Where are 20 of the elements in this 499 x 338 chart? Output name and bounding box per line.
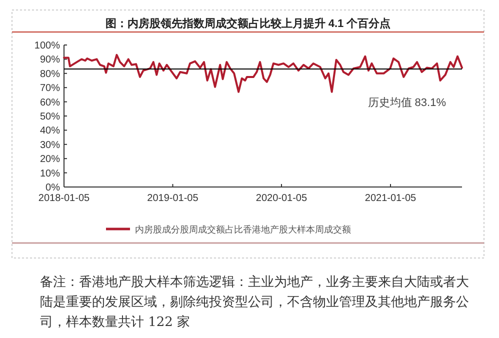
line-series: [63, 54, 463, 93]
chart-title: 图：内房股领先指数周成交额占比较上月提升 4.1 个百分点: [105, 17, 391, 30]
x-tick-label: 2021-01-05: [364, 193, 417, 204]
y-tick-label: 40%: [40, 126, 60, 137]
y-tick-label: 100%: [34, 40, 60, 52]
x-tick-label: 2018-01-05: [38, 193, 90, 204]
y-tick-label: 30%: [40, 140, 60, 151]
y-tick-label: 70%: [40, 83, 60, 94]
x-tick-label: 2020-01-05: [256, 193, 308, 204]
text: 备注：香港地产股大样本筛选逻辑：主业为地产，业务主要来自大陆或者大陆是重要的发展区域，剔除纯投资型公司，不含物业管理及其他地产服务公司，样本数量共计 122 家: [40, 274, 470, 332]
ref-line-label: 历史均值 83.1%: [368, 96, 446, 109]
x-tick-label: 2019-01-05: [147, 193, 199, 204]
y-tick-label: 50%: [40, 112, 60, 122]
y-tick-label: 0%: [46, 182, 60, 194]
y-tick-label: 10%: [40, 168, 60, 180]
y-tick-label: 20%: [40, 154, 60, 166]
y-tick-label: 90%: [40, 54, 60, 66]
y-tick-label: 60%: [40, 97, 60, 108]
legend-label: 内房股成分股周成交额占比香港地产股大样本周成交额: [135, 224, 351, 234]
y-tick-label: 80%: [40, 68, 60, 80]
